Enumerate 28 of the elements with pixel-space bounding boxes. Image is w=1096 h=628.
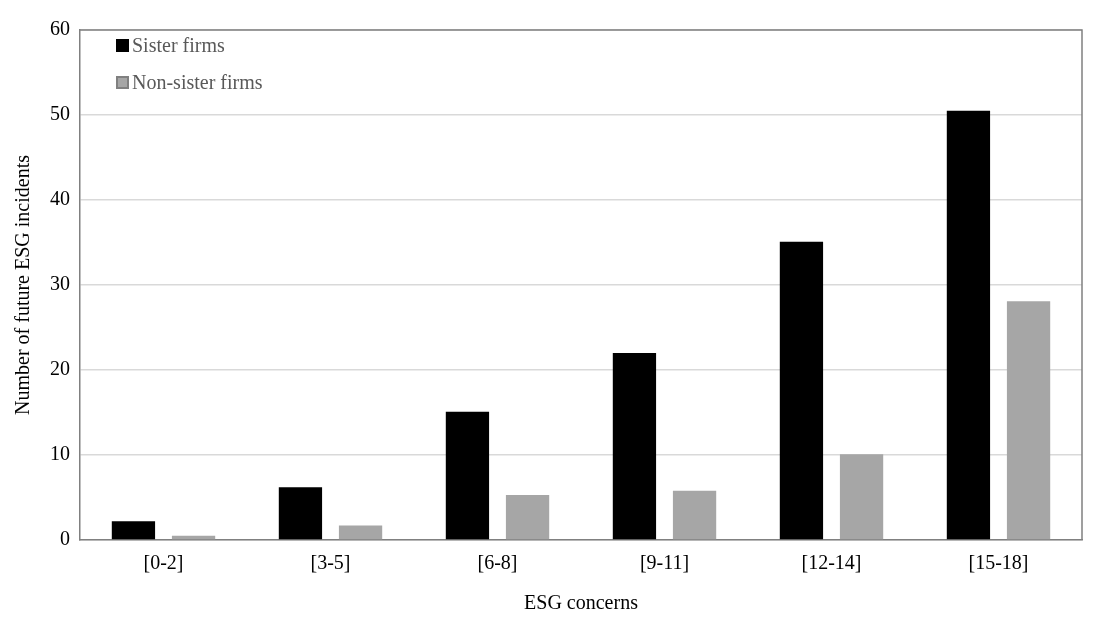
bar <box>338 525 383 540</box>
y-tick-label: 0 <box>60 527 70 550</box>
x-tick-label: [9-11] <box>639 551 690 574</box>
bar <box>839 454 884 540</box>
bar <box>612 353 657 540</box>
y-tick-label: 40 <box>50 187 70 210</box>
y-tick-label: 50 <box>50 102 70 125</box>
x-tick-label: [3-5] <box>310 551 351 574</box>
bar <box>946 110 991 540</box>
y-tick-label: 30 <box>50 272 70 295</box>
x-tick-label: [15-18] <box>968 551 1029 574</box>
bar <box>1006 301 1051 540</box>
x-tick-label: [6-8] <box>477 551 518 574</box>
x-tick-label: [12-14] <box>801 551 862 574</box>
bar <box>278 487 323 540</box>
y-tick-label: 10 <box>50 442 70 465</box>
x-axis-title: ESG concerns <box>524 591 639 614</box>
legend-label: Non-sister firms <box>132 71 263 94</box>
bar <box>779 241 824 540</box>
y-axis-title: Number of future ESG incidents <box>11 154 34 415</box>
legend-label: Sister firms <box>132 34 225 57</box>
bar <box>445 411 490 540</box>
x-tick-label: [0-2] <box>143 551 184 574</box>
bar <box>505 494 550 540</box>
y-tick-label: 60 <box>50 17 70 40</box>
bar <box>672 490 717 540</box>
y-tick-label: 20 <box>50 357 70 380</box>
bar <box>111 521 156 540</box>
